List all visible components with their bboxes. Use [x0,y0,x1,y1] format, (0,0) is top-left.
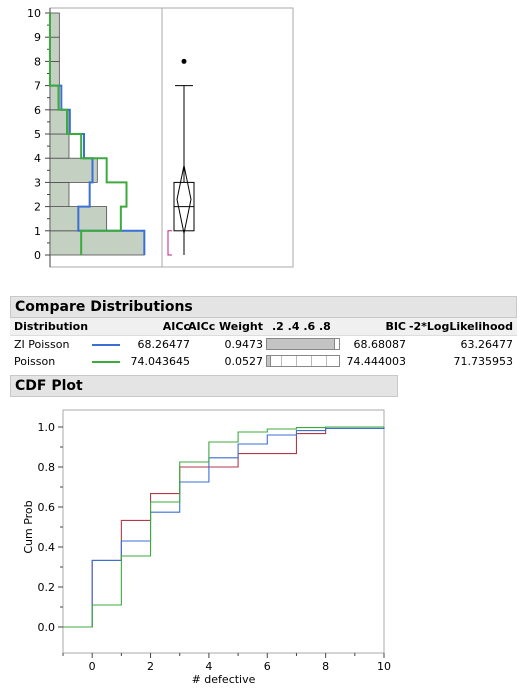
cdf-plot-header[interactable]: CDF Plot [10,375,398,397]
y-tick-label: 0.4 [38,541,56,554]
col-weight-scale: .2 .4 .6 .8 [272,320,331,333]
distribution-name: ZI Poisson [14,338,70,351]
x-tick-label: 8 [322,660,329,673]
cdf-step-line [63,426,384,628]
y-tick-label: 9 [34,31,41,44]
y-tick-label: 2 [34,201,41,214]
histogram-bar [49,181,70,207]
table-row[interactable]: Poisson 74.043645 0.0527 74.444003 71.735953 [10,353,517,370]
y-tick-label: 10 [27,7,41,20]
compare-distributions-title: Compare Distributions [15,299,193,315]
bic-value: 68.68087 [353,338,407,351]
x-axis-label: # defective [192,673,256,686]
col-distribution[interactable]: Distribution [14,320,89,333]
x-tick-label: 0 [89,660,96,673]
boxplot-mean-diamond [176,165,192,234]
y-tick-label: 1.0 [38,421,56,434]
col-aicc-weight[interactable]: AICc Weight [188,320,263,333]
distribution-name: Poisson [14,355,56,368]
aicc-value: 68.26477 [137,338,191,351]
col-aicc[interactable]: AICc [162,320,190,333]
boxplot-outlier [181,58,187,64]
legend-line [92,361,120,363]
y-tick-label: 7 [34,80,41,93]
legend-line [92,344,120,346]
histogram-bar [49,133,70,159]
aicc-weight-bar [266,338,340,350]
y-tick-label: 0.2 [38,581,56,594]
cdf-frame [62,409,385,654]
aicc-weight-value: 0.9473 [224,338,264,351]
aicc-weight-value: 0.0527 [224,355,264,368]
histogram-boxplot-chart: 0 1 2 3 4 5 6 7 8 9 10 [27,7,294,268]
x-tick-label: 4 [205,660,212,673]
x-tick-label: 2 [147,660,154,673]
y-tick-label: 5 [34,128,41,141]
col-loglikelihood[interactable]: -2*LogLikelihood [408,320,513,333]
histogram-bar [49,157,98,183]
y-tick-label: 6 [34,104,41,117]
loglikelihood-value: 63.26477 [460,338,514,351]
shortest-half-bracket [167,230,172,256]
y-tick-label: 4 [34,152,41,165]
table-header-row: Distribution AICc AICc Weight .2 .4 .6 .… [10,318,517,336]
table-row[interactable]: ZI Poisson 68.26477 0.9473 68.68087 63.26477 [10,336,517,353]
histogram-bar [49,230,145,256]
x-tick-label: 6 [264,660,271,673]
y-tick-label: 0 [34,249,41,262]
cdf-plot-title: CDF Plot [15,378,83,394]
loglikelihood-value: 71.735953 [453,355,514,368]
y-tick-label: 1 [34,225,41,238]
y-tick-label: 0.8 [38,461,56,474]
aicc-weight-bar [266,355,340,367]
density-curve [49,13,128,255]
y-tick-label: 0.0 [38,621,56,634]
histogram-bar [49,12,60,38]
histogram-bar [49,36,60,62]
bic-value: 74.444003 [346,355,407,368]
y-tick-label: 0.6 [38,501,56,514]
x-tick-label: 10 [377,660,391,673]
compare-distributions-table: Distribution AICc AICc Weight .2 .4 .6 .… [10,318,517,370]
col-bic[interactable]: BIC [385,320,406,333]
aicc-weight-fill [267,339,336,349]
histogram-bar [49,61,60,87]
y-tick-label: 3 [34,176,41,189]
y-tick-label: 8 [34,55,41,68]
compare-distributions-header[interactable]: Compare Distributions [10,296,517,318]
y-axis-label: Cum Prob [22,500,35,553]
cdf-plot-chart: 0.0 0.2 0.4 0.6 0.8 1.0 Cum Prob 0 2 4 6 8 10 # defec… [22,409,391,686]
aicc-weight-fill [267,356,271,366]
aicc-value: 74.043645 [130,355,191,368]
